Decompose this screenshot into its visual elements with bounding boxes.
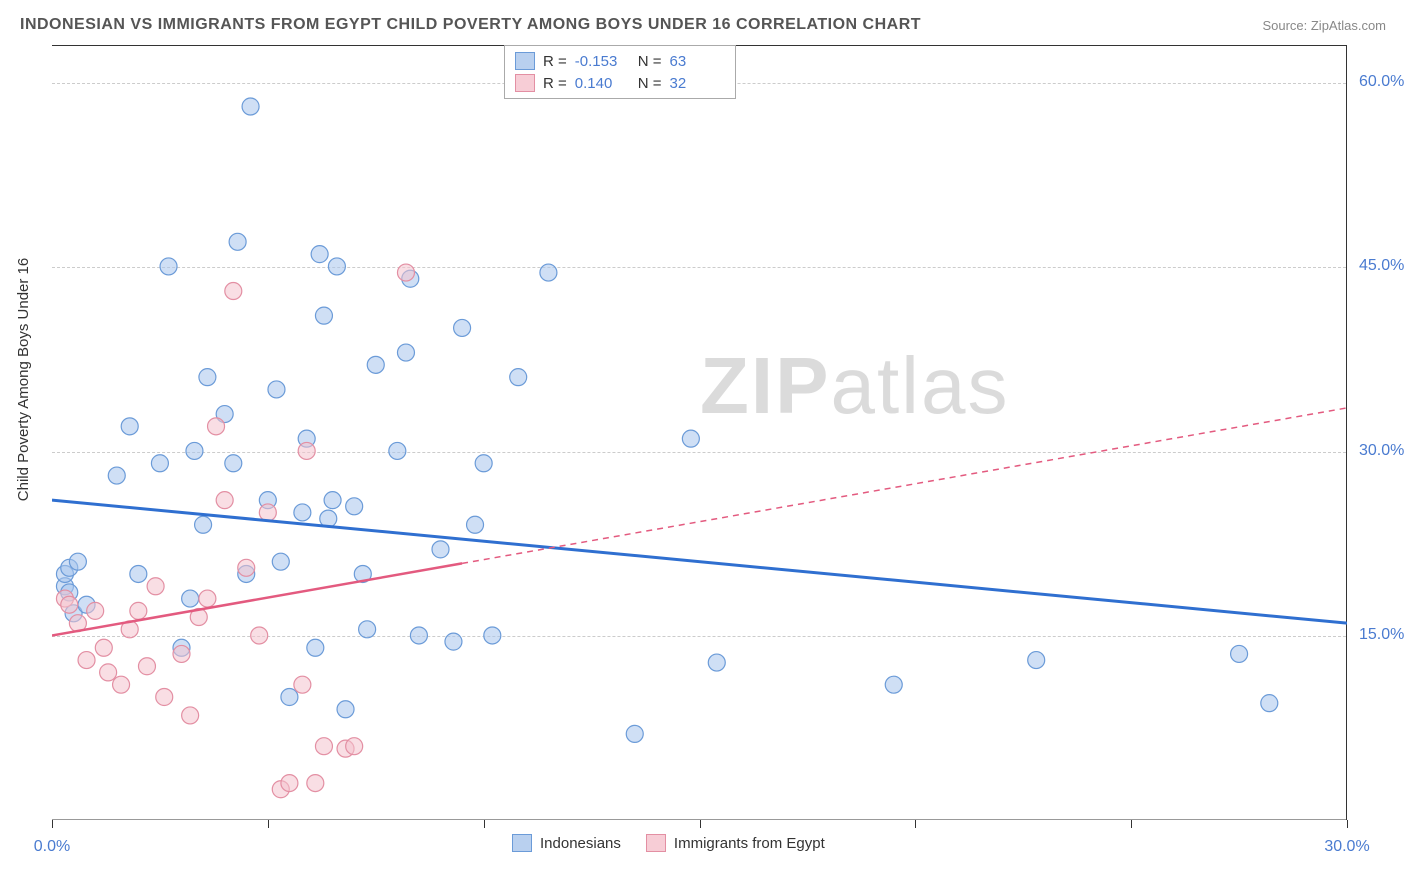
chart-title: INDONESIAN VS IMMIGRANTS FROM EGYPT CHIL… [20,16,921,34]
x-tick [1131,820,1132,828]
r-label: R = [543,75,567,92]
legend-label: Indonesians [540,835,621,852]
y-tick-label: 60.0% [1359,73,1404,91]
gridline [52,267,1346,268]
legend-swatch [646,834,666,852]
y-tick-label: 30.0% [1359,442,1404,460]
stats-row: R = -0.153 N = 63 [515,50,725,72]
gridline [52,636,1346,637]
legend-swatch [512,834,532,852]
x-tick [268,820,269,828]
n-label: N = [638,53,662,70]
legend-label: Immigrants from Egypt [674,835,825,852]
r-value: 0.140 [575,75,630,92]
correlation-stats-box: R = -0.153 N = 63 R = 0.140 N = 32 [504,45,736,99]
r-value: -0.153 [575,53,630,70]
stats-row: R = 0.140 N = 32 [515,72,725,94]
n-label: N = [638,75,662,92]
x-tick [1347,820,1348,828]
n-value: 63 [670,53,725,70]
y-tick-label: 45.0% [1359,257,1404,275]
legend-swatch [515,52,535,70]
x-tick [52,820,53,828]
plot-area [52,45,1347,820]
legend-swatch [515,74,535,92]
x-tick [915,820,916,828]
legend-item: Immigrants from Egypt [646,834,825,852]
bottom-legend: Indonesians Immigrants from Egypt [512,834,825,852]
source-attribution: Source: ZipAtlas.com [1262,18,1386,33]
x-tick [700,820,701,828]
x-tick-label: 30.0% [1324,838,1369,856]
y-tick-label: 15.0% [1359,626,1404,644]
r-label: R = [543,53,567,70]
n-value: 32 [670,75,725,92]
x-tick [484,820,485,828]
x-tick-label: 0.0% [34,838,70,856]
chart-header: INDONESIAN VS IMMIGRANTS FROM EGYPT CHIL… [0,0,1406,40]
legend-item: Indonesians [512,834,621,852]
y-axis-label: Child Poverty Among Boys Under 16 [15,257,32,500]
gridline [52,452,1346,453]
